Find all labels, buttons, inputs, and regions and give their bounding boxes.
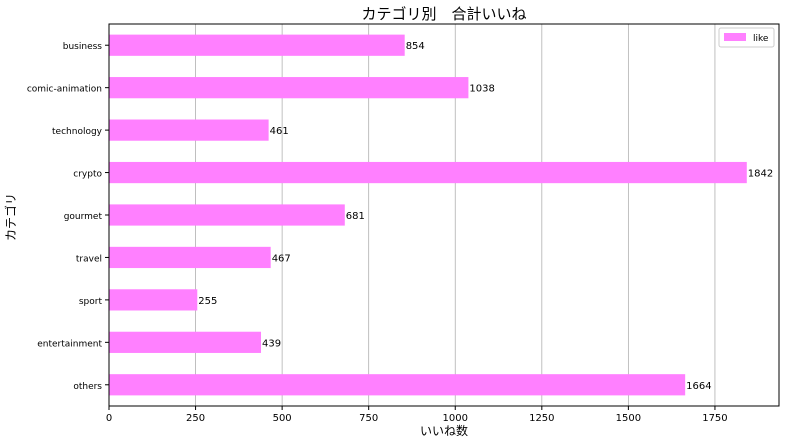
y-axis-ticks: business comic-animation technology crypto g… (27, 42, 109, 392)
x-tick-label: 250 (186, 413, 205, 424)
legend-swatch (724, 33, 746, 41)
data-label: 1038 (469, 84, 494, 95)
x-tick-label: 0 (106, 413, 112, 424)
x-tick-label: 1750 (702, 413, 727, 424)
data-label: 1664 (686, 381, 711, 392)
bar-others (109, 374, 686, 396)
bar-crypto (109, 161, 747, 184)
bar-value-labels: 854 1038 461 1842 681 467 255 439 1664 (198, 41, 773, 392)
y-tick-label: crypto (73, 170, 102, 180)
bar-travel (109, 246, 271, 269)
data-label: 461 (270, 126, 289, 137)
bar-technology (109, 119, 269, 141)
y-tick-label: others (73, 382, 102, 392)
x-tick-label: 1000 (443, 413, 468, 424)
y-axis-label: カテゴリ (3, 193, 18, 241)
x-tick-label: 1250 (529, 413, 554, 424)
legend: like (718, 27, 775, 48)
bar-comic-animation (109, 77, 469, 99)
x-tick-label: 750 (359, 413, 378, 424)
bars (109, 34, 747, 396)
legend-box (718, 27, 775, 48)
bar-gourmet (109, 204, 345, 226)
x-axis-label: いいね数 (420, 423, 468, 438)
data-label: 854 (406, 41, 425, 52)
y-tick-label: gourmet (64, 212, 103, 222)
x-tick-label: 500 (273, 413, 292, 424)
y-tick-label: sport (79, 297, 103, 307)
chart-title: カテゴリ別 合計いいね (361, 5, 526, 23)
legend-label: like (753, 34, 769, 44)
y-tick-label: business (63, 42, 103, 52)
data-label: 439 (262, 338, 281, 349)
data-label: 255 (198, 296, 217, 307)
x-tick-label: 1500 (616, 413, 641, 424)
y-tick-label: entertainment (37, 339, 102, 349)
bar-sport (109, 289, 198, 311)
bar-business (109, 34, 405, 56)
data-label: 1842 (748, 169, 773, 180)
x-axis-ticks: 0 250 500 750 1000 1250 1500 1750 (106, 406, 728, 424)
y-tick-label: comic-animation (27, 85, 102, 95)
data-label: 467 (272, 253, 291, 264)
data-label: 681 (346, 211, 365, 222)
bar-entertainment (109, 331, 262, 353)
y-tick-label: travel (76, 254, 102, 264)
y-tick-label: technology (52, 127, 103, 137)
